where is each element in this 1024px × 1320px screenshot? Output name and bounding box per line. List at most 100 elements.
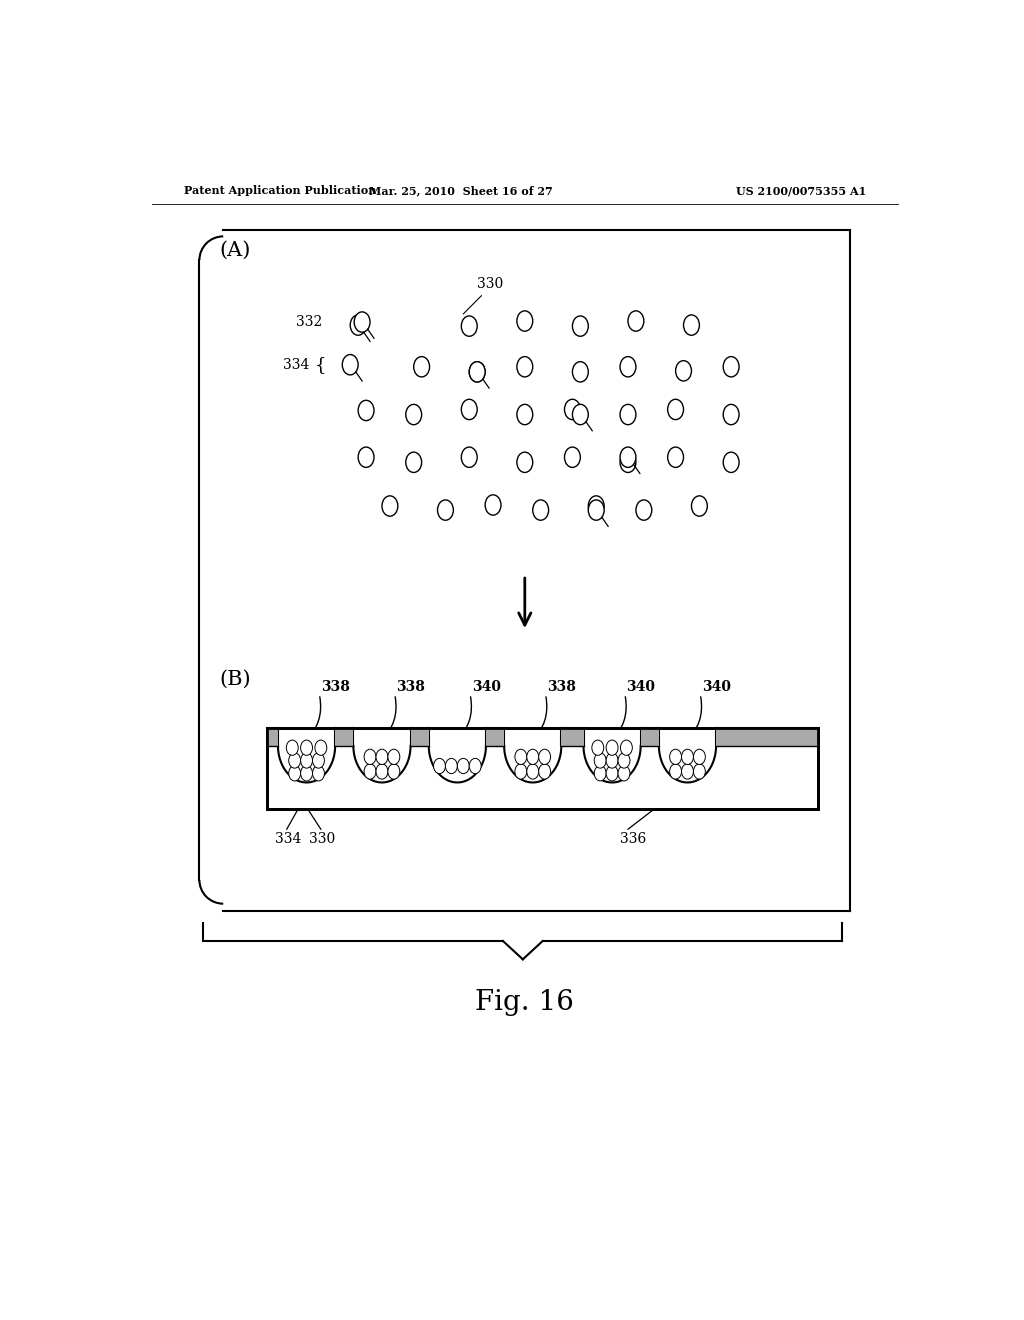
- Circle shape: [526, 764, 539, 779]
- Polygon shape: [278, 746, 335, 783]
- Circle shape: [592, 741, 604, 755]
- Text: 338: 338: [547, 680, 575, 694]
- Circle shape: [532, 500, 549, 520]
- Text: 330: 330: [309, 833, 335, 846]
- Circle shape: [572, 315, 588, 337]
- Circle shape: [301, 741, 312, 755]
- Circle shape: [469, 759, 481, 774]
- Circle shape: [539, 764, 551, 779]
- Circle shape: [312, 752, 325, 768]
- Circle shape: [526, 750, 539, 764]
- Polygon shape: [504, 746, 561, 783]
- Text: (B): (B): [219, 669, 251, 688]
- Circle shape: [358, 400, 374, 421]
- Bar: [267, 727, 818, 809]
- Text: 340: 340: [627, 680, 655, 694]
- Circle shape: [693, 764, 706, 779]
- Bar: [716, 727, 818, 746]
- Circle shape: [376, 764, 388, 779]
- Circle shape: [588, 500, 604, 520]
- Bar: [411, 727, 429, 746]
- Circle shape: [406, 404, 422, 425]
- Circle shape: [350, 315, 367, 335]
- Text: 340: 340: [701, 680, 731, 694]
- Circle shape: [289, 766, 301, 781]
- Bar: [561, 727, 584, 746]
- Circle shape: [621, 741, 633, 755]
- Circle shape: [461, 399, 477, 420]
- Circle shape: [684, 315, 699, 335]
- Circle shape: [414, 356, 430, 378]
- Circle shape: [636, 500, 652, 520]
- Text: Patent Application Publication: Patent Application Publication: [183, 185, 376, 197]
- Polygon shape: [658, 746, 716, 783]
- Circle shape: [515, 750, 526, 764]
- Text: 332: 332: [296, 315, 323, 329]
- Circle shape: [445, 759, 458, 774]
- Text: Fig. 16: Fig. 16: [475, 989, 574, 1015]
- Circle shape: [437, 500, 454, 520]
- Text: US 2100/0075355 A1: US 2100/0075355 A1: [736, 185, 866, 197]
- Circle shape: [606, 752, 618, 768]
- Circle shape: [406, 453, 422, 473]
- Circle shape: [485, 495, 501, 515]
- Circle shape: [691, 496, 708, 516]
- Circle shape: [621, 447, 636, 467]
- Bar: [267, 727, 818, 809]
- Circle shape: [618, 766, 630, 781]
- Circle shape: [564, 447, 581, 467]
- Circle shape: [693, 750, 706, 764]
- Circle shape: [668, 399, 684, 420]
- Circle shape: [606, 766, 618, 781]
- Circle shape: [517, 356, 532, 378]
- Circle shape: [588, 496, 604, 516]
- Circle shape: [723, 356, 739, 378]
- Circle shape: [388, 764, 399, 779]
- Circle shape: [312, 766, 325, 781]
- Circle shape: [621, 356, 636, 378]
- Text: 340: 340: [472, 680, 501, 694]
- Circle shape: [315, 741, 327, 755]
- Text: {: {: [314, 355, 326, 374]
- Bar: [486, 727, 504, 746]
- Circle shape: [469, 362, 485, 381]
- Circle shape: [469, 362, 485, 381]
- Circle shape: [723, 404, 739, 425]
- Circle shape: [572, 362, 588, 381]
- Circle shape: [572, 404, 588, 425]
- Circle shape: [458, 759, 469, 774]
- Circle shape: [433, 759, 445, 774]
- Circle shape: [301, 752, 312, 768]
- Circle shape: [289, 752, 301, 768]
- Circle shape: [342, 355, 358, 375]
- Circle shape: [670, 750, 682, 764]
- Bar: [335, 727, 353, 746]
- Circle shape: [618, 752, 630, 768]
- Circle shape: [621, 453, 636, 473]
- Circle shape: [517, 312, 532, 331]
- Circle shape: [594, 752, 606, 768]
- Circle shape: [358, 447, 374, 467]
- Polygon shape: [353, 746, 411, 783]
- Circle shape: [594, 766, 606, 781]
- Circle shape: [365, 764, 376, 779]
- Circle shape: [388, 750, 399, 764]
- Text: (A): (A): [219, 240, 251, 259]
- Text: 338: 338: [396, 680, 425, 694]
- Polygon shape: [429, 746, 486, 783]
- Circle shape: [517, 404, 532, 425]
- Circle shape: [628, 312, 644, 331]
- Circle shape: [621, 404, 636, 425]
- Circle shape: [668, 447, 684, 467]
- Polygon shape: [584, 746, 641, 783]
- Circle shape: [564, 399, 581, 420]
- Text: 334: 334: [283, 358, 309, 372]
- Text: 338: 338: [321, 680, 350, 694]
- Circle shape: [670, 764, 682, 779]
- Text: 330: 330: [477, 276, 504, 290]
- Circle shape: [517, 453, 532, 473]
- Circle shape: [676, 360, 691, 381]
- Circle shape: [365, 750, 376, 764]
- Circle shape: [301, 766, 312, 781]
- Circle shape: [515, 764, 526, 779]
